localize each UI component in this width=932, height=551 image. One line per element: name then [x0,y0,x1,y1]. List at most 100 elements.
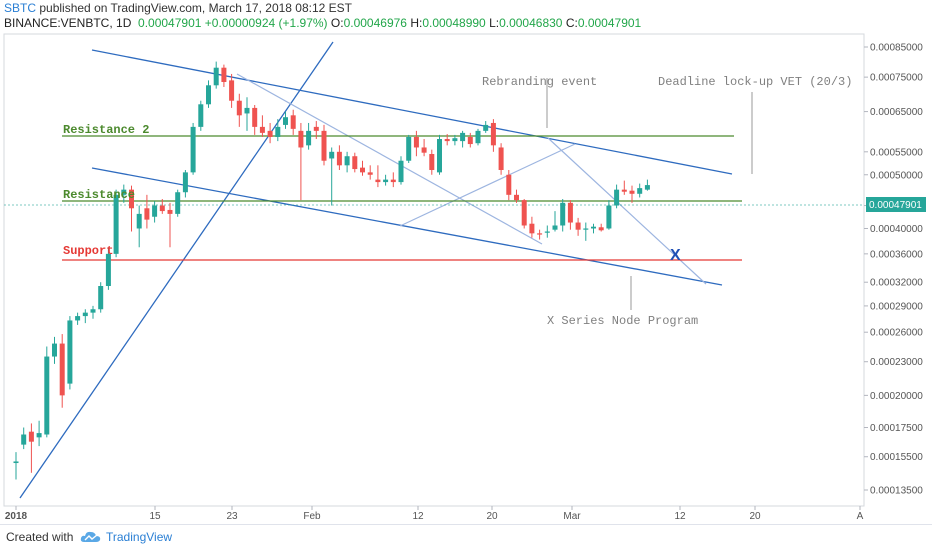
candle-body[interactable] [452,138,458,142]
candle-body[interactable] [306,130,312,146]
candle-body[interactable] [421,147,427,153]
candle-body[interactable] [121,189,127,195]
candle-body[interactable] [36,433,42,438]
candle-body[interactable] [444,139,450,142]
candle-body[interactable] [28,431,34,442]
candle-body[interactable] [591,226,596,229]
candle-body[interactable] [159,205,165,212]
candle-body[interactable] [367,172,373,175]
candle-body[interactable] [583,228,589,230]
candle-body[interactable] [629,190,635,194]
candle-body[interactable] [521,200,527,226]
candle-body[interactable] [290,115,296,129]
candle-body[interactable] [90,309,96,313]
candle-body[interactable] [490,122,496,146]
candle-body[interactable] [144,208,150,220]
time-axis-tick-label: Feb [303,511,321,522]
candle-body[interactable] [637,188,643,194]
candle-body[interactable] [82,312,88,317]
candle-body[interactable] [252,107,258,127]
upper-channel-line[interactable] [91,49,733,175]
candle-body[interactable] [575,222,581,230]
candle-body[interactable] [429,154,435,170]
candle-body[interactable] [644,185,650,190]
candle-body[interactable] [259,126,265,133]
tradingview-brand[interactable]: TradingView [106,530,173,544]
x-marker-icon: X [670,247,681,264]
candle-body[interactable] [236,100,242,116]
candle-body[interactable] [190,126,196,173]
candle-body[interactable] [390,179,396,183]
candle-body[interactable] [59,343,65,396]
candle-body[interactable] [182,172,188,193]
candle-body[interactable] [52,343,57,357]
rising-helper-line[interactable] [399,143,576,227]
rising-trendline[interactable] [19,41,334,499]
candle-body[interactable] [275,126,281,137]
candle-body[interactable] [552,225,558,230]
candle-body[interactable] [267,130,273,137]
plot-area[interactable] [3,33,865,507]
candle-body[interactable] [329,151,335,159]
candle-body[interactable] [567,202,573,223]
candle-body[interactable] [113,194,119,254]
tradingview-cloud-icon[interactable] [80,529,102,545]
candle-body[interactable] [529,223,535,234]
candle-body[interactable] [198,104,204,127]
candle-body[interactable] [75,316,81,321]
candle-body[interactable] [129,189,134,209]
candle-body[interactable] [598,227,604,231]
candle-body[interactable] [105,253,111,286]
candle-body[interactable] [136,213,142,229]
candle-body[interactable] [152,205,158,217]
candle-body[interactable] [229,80,235,101]
lower-channel-line[interactable] [91,167,723,286]
candle-body[interactable] [360,167,365,173]
candle-body[interactable] [98,285,104,310]
price-axis-tick-label: 0.00075000 [870,73,923,84]
author-link[interactable]: SBTC [4,1,37,15]
candle-body[interactable] [506,174,512,195]
candle-body[interactable] [283,117,288,125]
candle-body[interactable] [483,124,489,131]
candle-body[interactable] [13,461,19,464]
candle-body[interactable] [375,179,381,183]
candle-body[interactable] [67,320,73,384]
candle-body[interactable] [460,132,466,142]
candle-body[interactable] [413,136,419,148]
price-axis[interactable]: 0.00085000 0.00075000 0.00065000 0.00055000… [864,43,923,497]
candle-body[interactable] [244,107,250,114]
candle-body[interactable] [44,356,50,435]
candle-body[interactable] [467,136,473,145]
candle-body[interactable] [221,67,227,82]
candle-body[interactable] [537,233,543,235]
candle-body[interactable] [621,189,627,192]
candle-body[interactable] [344,156,350,166]
candle-body[interactable] [398,160,404,183]
candle-body[interactable] [213,67,219,86]
falling-helper-line[interactable] [236,73,543,245]
candle-body[interactable] [313,126,319,131]
candle-body[interactable] [560,202,566,226]
candle-body[interactable] [498,147,504,170]
candlestick-series[interactable] [13,61,650,480]
candle-body[interactable] [437,139,442,173]
candle-body[interactable] [614,189,620,206]
time-axis[interactable]: 2018 15 23 Feb 12 20 Mar 12 20 A [5,506,864,522]
candle-body[interactable] [475,130,481,144]
candle-body[interactable] [606,205,612,229]
candle-body[interactable] [352,156,358,170]
candle-body[interactable] [544,231,550,233]
candle-body[interactable] [383,179,389,183]
candle-body[interactable] [406,136,412,161]
candle-body[interactable] [206,85,211,105]
price-chart[interactable]: 0.00085000 0.00075000 0.00065000 0.00055000… [0,32,932,524]
candle-body[interactable] [321,130,327,161]
candle-body[interactable] [167,209,173,214]
candle-body[interactable] [175,192,181,214]
candle-body[interactable] [514,194,519,201]
candle-body[interactable] [21,434,27,445]
candle-body[interactable] [298,130,304,148]
candle-body[interactable] [336,151,342,166]
drawing-trendlines[interactable] [19,41,753,499]
